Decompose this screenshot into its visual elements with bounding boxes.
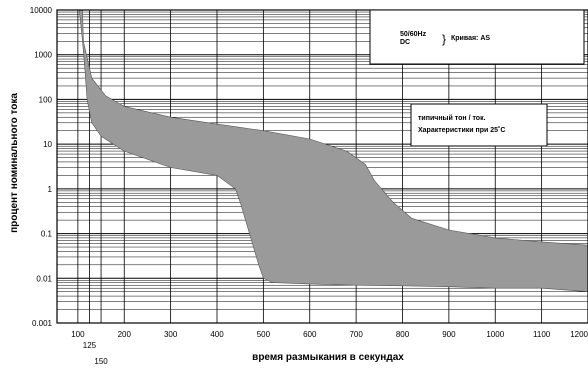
trip-band-area bbox=[78, 9, 588, 293]
characteristics-box: типичный тон / ток. Характеристики при 2… bbox=[410, 103, 548, 147]
x-tick-label: 400 bbox=[210, 330, 224, 339]
x-tick-label: 125 bbox=[83, 341, 97, 350]
x-tick-label: 600 bbox=[303, 330, 317, 339]
y-tick-label: 1 bbox=[48, 185, 53, 194]
y-axis-label: процент номинального тока bbox=[9, 93, 20, 233]
x-tick-label: 1000 bbox=[486, 330, 504, 339]
x-tick-label: 200 bbox=[118, 330, 132, 339]
x-tick-label: 900 bbox=[442, 330, 456, 339]
y-tick-label: 0.001 bbox=[32, 319, 53, 328]
x-tick-label: 800 bbox=[396, 330, 410, 339]
brace: } bbox=[442, 32, 446, 46]
x-tick-label: 1200 bbox=[570, 330, 588, 339]
x-tick-label: 100 bbox=[71, 330, 85, 339]
y-tick-label: 100 bbox=[39, 95, 53, 104]
y-tick-label: 0.1 bbox=[41, 230, 53, 239]
y-tick-label: 1000 bbox=[34, 51, 52, 60]
curve-type-box: 50/60Hz DC } Кривая: AS bbox=[369, 9, 585, 65]
dc-label: DC bbox=[400, 39, 410, 46]
x-tick-label: 700 bbox=[349, 330, 363, 339]
x-tick-label: 150 bbox=[94, 357, 108, 366]
curve-label: Кривая: AS bbox=[451, 35, 490, 42]
plot-frame bbox=[56, 9, 588, 324]
y-tick-label: 10 bbox=[43, 140, 52, 149]
x-tick-label: 300 bbox=[164, 330, 178, 339]
tick-labels: 10000 1000 100 10 1 0.1 0.01 0.001 100 125 150 200 3… bbox=[30, 6, 588, 366]
y-tick-label: 10000 bbox=[30, 6, 53, 15]
x-axis-label: время размыкания в секундах bbox=[252, 352, 404, 363]
x-tick-label: 1100 bbox=[533, 330, 551, 339]
y-tick-label: 0.01 bbox=[36, 274, 52, 283]
temperature-label: Характеристики при 25˚C bbox=[418, 126, 505, 134]
frame-lines bbox=[56, 9, 588, 324]
frequency-label: 50/60Hz bbox=[400, 31, 427, 38]
x-tick-label: 500 bbox=[257, 330, 271, 339]
typical-label: типичный тон / ток. bbox=[418, 114, 486, 122]
